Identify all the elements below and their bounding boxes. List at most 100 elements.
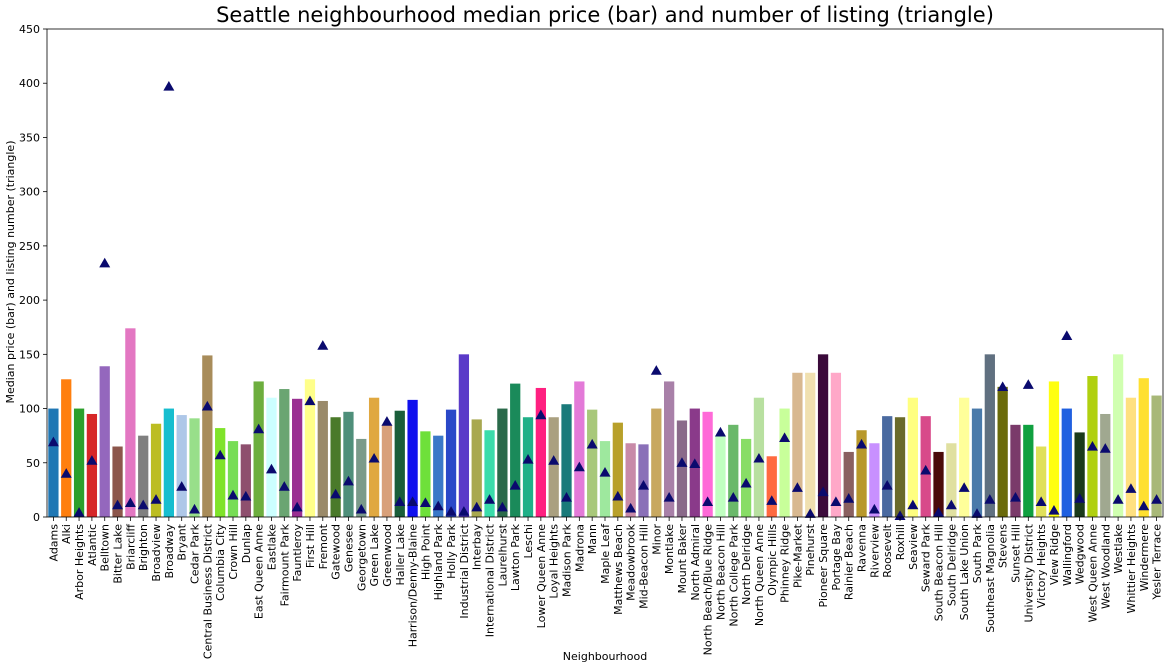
listing-marker — [227, 489, 239, 500]
bar — [805, 372, 816, 517]
x-tick-label: Olympic Hills — [766, 524, 779, 596]
y-tick-label: 450 — [19, 23, 40, 36]
bar — [1100, 413, 1111, 517]
bar — [138, 435, 149, 517]
listing-marker — [1009, 491, 1021, 502]
x-tick-label: Crown Hill — [227, 524, 240, 580]
x-tick-label: West Queen Anne — [1086, 524, 1099, 623]
listing-marker — [342, 475, 354, 486]
bar — [99, 366, 110, 517]
bar — [522, 417, 534, 517]
listing-marker — [984, 494, 996, 504]
x-tick-label: Meadowbrook — [625, 523, 638, 600]
listing-marker — [407, 496, 419, 506]
x-tick-label: Stevens — [997, 524, 1010, 568]
bar — [702, 411, 713, 517]
listing-marker — [419, 497, 431, 508]
listing-marker — [766, 495, 778, 505]
x-tick-label: Belltown — [99, 524, 112, 571]
bar — [381, 424, 393, 517]
x-tick-label: Gatewood — [330, 524, 343, 580]
x-tick-label: South Lake Union — [958, 524, 971, 620]
bar — [279, 389, 290, 517]
listing-marker — [894, 510, 906, 521]
bar — [894, 417, 906, 517]
x-tick-label: Bryant — [176, 523, 189, 560]
x-tick-label: Pioneer Square — [817, 524, 830, 608]
y-axis-label: Median price (bar) and listing number (t… — [4, 141, 17, 404]
listing-marker — [137, 499, 149, 510]
x-tick-label: North Admiral — [689, 524, 702, 601]
bar — [112, 446, 123, 517]
listing-marker — [817, 486, 829, 497]
bar — [189, 418, 200, 517]
listing-marker — [714, 426, 726, 437]
bar — [86, 413, 98, 517]
bar — [1125, 397, 1137, 517]
x-tick-label: Laurelhurst — [496, 523, 509, 586]
listing-marker — [214, 449, 226, 460]
listing-marker — [1138, 500, 1150, 511]
bar — [1010, 424, 1021, 517]
listing-marker — [804, 508, 816, 518]
x-tick-label: Atlantic — [86, 524, 99, 566]
y-tick-label: 150 — [19, 348, 40, 361]
bar — [125, 328, 136, 517]
x-tick-label: South Beacon Hill — [933, 524, 946, 621]
x-tick-label: International District — [484, 523, 497, 637]
x-tick-label: North College Park — [727, 523, 740, 626]
bar — [330, 417, 341, 517]
bar — [587, 409, 598, 517]
listing-marker — [176, 481, 188, 491]
x-tick-label: Haller Lake — [394, 524, 407, 586]
x-tick-label: Montlake — [663, 524, 676, 574]
listing-marker — [933, 507, 945, 517]
listing-marker — [240, 490, 252, 501]
listing-marker — [856, 438, 868, 449]
x-axis-label: Neighbourhood — [563, 650, 647, 663]
y-tick-label: 200 — [19, 294, 40, 307]
bar — [651, 408, 662, 517]
bar — [61, 379, 72, 517]
x-tick-label: Fairmount Park — [278, 523, 291, 606]
listing-marker — [830, 496, 842, 506]
listing-marker — [47, 436, 59, 447]
listing-marker — [1125, 483, 1137, 493]
bar — [1151, 395, 1162, 517]
listing-marker — [394, 496, 406, 506]
bar — [792, 372, 803, 517]
listing-marker — [1048, 504, 1060, 515]
x-tick-label: Lower Queen Anne — [535, 524, 548, 629]
listing-marker — [612, 490, 624, 501]
listing-marker — [676, 457, 688, 467]
x-tick-label: Windermere — [1138, 524, 1151, 592]
x-tick-label: Alki — [60, 524, 73, 544]
bar — [458, 354, 470, 517]
x-tick-label: Fauntleroy — [291, 524, 304, 582]
bar — [484, 430, 495, 517]
bar — [1061, 408, 1072, 517]
bar — [1048, 381, 1060, 517]
bar — [1138, 378, 1149, 517]
x-tick-label: North Queen Anne — [753, 524, 766, 626]
x-tick-label: Pike-Market — [791, 523, 804, 588]
x-tick-label: Leschi — [522, 524, 535, 559]
listing-marker — [86, 455, 98, 465]
bar — [292, 398, 303, 517]
bar — [625, 443, 636, 517]
listing-marker — [278, 481, 290, 491]
x-tick-label: Minor — [650, 524, 663, 555]
x-tick-label: Riverview — [868, 524, 881, 578]
listing-marker — [201, 400, 213, 411]
bar — [176, 415, 187, 517]
x-tick-label: Mid-Beacon Hill — [637, 524, 650, 609]
listing-marker — [548, 455, 560, 465]
x-tick-label: Cedar Park — [189, 523, 202, 584]
listing-marker — [663, 491, 675, 502]
x-tick-label: Seward Park — [920, 523, 933, 592]
x-tick-label: Harrison/Denny-Blaine — [407, 524, 420, 648]
bar — [420, 431, 431, 517]
listing-marker — [291, 501, 303, 512]
x-tick-label: View Ridge — [1048, 524, 1061, 585]
listing-marker — [330, 488, 342, 499]
